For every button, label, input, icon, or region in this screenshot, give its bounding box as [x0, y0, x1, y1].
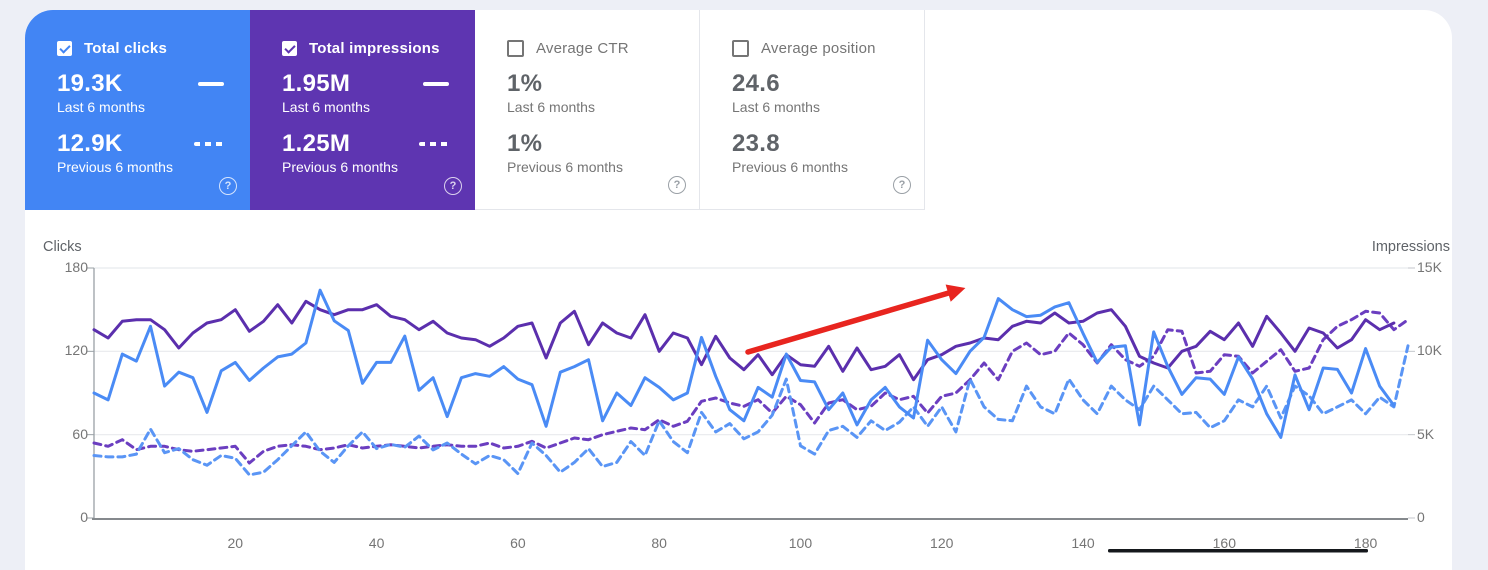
card-label: Total impressions [309, 40, 440, 57]
performance-chart: Clicks Impressions 180 120 60 0 15K 10K 5K 0 20 4… [0, 0, 1488, 554]
secondary-caption: Previous 6 months [282, 159, 398, 175]
right-axis-tick: 15K [1417, 259, 1442, 275]
chart-canvas[interactable] [0, 0, 1488, 554]
average-position-toggle[interactable]: Average position [732, 40, 924, 57]
question-circle-icon[interactable]: ? [219, 177, 237, 195]
x-axis-tick: 100 [788, 535, 813, 551]
primary-value: 1.95M [282, 70, 351, 97]
right-axis-tick: 10K [1417, 342, 1442, 359]
card-average-position[interactable]: Average position 24.6 Last 6 months 23.8… [700, 10, 925, 210]
question-circle-icon[interactable]: ? [444, 177, 462, 195]
left-axis-tick: 180 [64, 259, 88, 275]
primary-value: 24.6 [732, 70, 780, 97]
left-axis-tick: 0 [80, 509, 88, 525]
secondary-caption: Previous 6 months [507, 159, 623, 175]
x-axis-tick: 120 [930, 535, 954, 551]
x-axis-tick: 180 [1353, 535, 1378, 551]
x-axis-tick: 60 [510, 535, 526, 551]
right-axis-title: Impressions [1371, 239, 1450, 255]
x-axis-tick: 140 [1071, 535, 1095, 551]
card-label: Average CTR [536, 40, 629, 57]
total-impressions-toggle[interactable]: Total impressions [282, 40, 475, 57]
metric-cards-row: Total clicks 19.3K Last 6 months 12.9K P… [25, 10, 1452, 210]
average-ctr-toggle[interactable]: Average CTR [507, 40, 699, 57]
primary-caption: Last 6 months [282, 99, 370, 115]
x-axis-tick: 160 [1212, 535, 1236, 551]
secondary-caption: Previous 6 months [732, 159, 848, 175]
primary-value: 19.3K [57, 70, 123, 97]
secondary-caption: Previous 6 months [57, 159, 173, 175]
card-average-ctr[interactable]: Average CTR 1% Last 6 months 1% Previous… [475, 10, 700, 210]
x-axis-tick: 20 [227, 535, 244, 551]
right-axis-tick: 0 [1417, 509, 1425, 525]
left-axis-tick: 120 [64, 342, 88, 359]
performance-panel: Total clicks 19.3K Last 6 months 12.9K P… [25, 10, 1452, 570]
x-axis-tick: 40 [368, 535, 385, 551]
left-axis-title: Clicks [43, 239, 82, 255]
card-label: Average position [761, 40, 876, 57]
question-circle-icon[interactable]: ? [668, 176, 686, 194]
left-axis-tick: 60 [72, 425, 88, 442]
card-label: Total clicks [84, 40, 167, 57]
unchecked-checkbox-icon[interactable] [732, 40, 749, 57]
card-total-impressions[interactable]: Total impressions 1.95M Last 6 months 1.… [250, 10, 475, 210]
secondary-value: 1.25M [282, 130, 351, 157]
x-axis-tick: 80 [651, 535, 667, 551]
checked-checkbox-icon[interactable] [57, 41, 72, 56]
total-clicks-toggle[interactable]: Total clicks [57, 40, 250, 57]
solid-line-icon [423, 82, 449, 86]
secondary-value: 12.9K [57, 130, 123, 157]
right-axis-tick: 5K [1417, 425, 1435, 442]
primary-caption: Last 6 months [732, 99, 820, 115]
solid-line-icon [198, 82, 224, 86]
secondary-value: 23.8 [732, 130, 780, 157]
secondary-value: 1% [507, 130, 543, 157]
unchecked-checkbox-icon[interactable] [507, 40, 524, 57]
dashed-line-icon [194, 142, 224, 146]
question-circle-icon[interactable]: ? [893, 176, 911, 194]
dashed-line-icon [419, 142, 449, 146]
card-total-clicks[interactable]: Total clicks 19.3K Last 6 months 12.9K P… [25, 10, 250, 210]
primary-caption: Last 6 months [57, 99, 145, 115]
primary-value: 1% [507, 70, 543, 97]
primary-caption: Last 6 months [507, 99, 595, 115]
checked-checkbox-icon[interactable] [282, 41, 297, 56]
